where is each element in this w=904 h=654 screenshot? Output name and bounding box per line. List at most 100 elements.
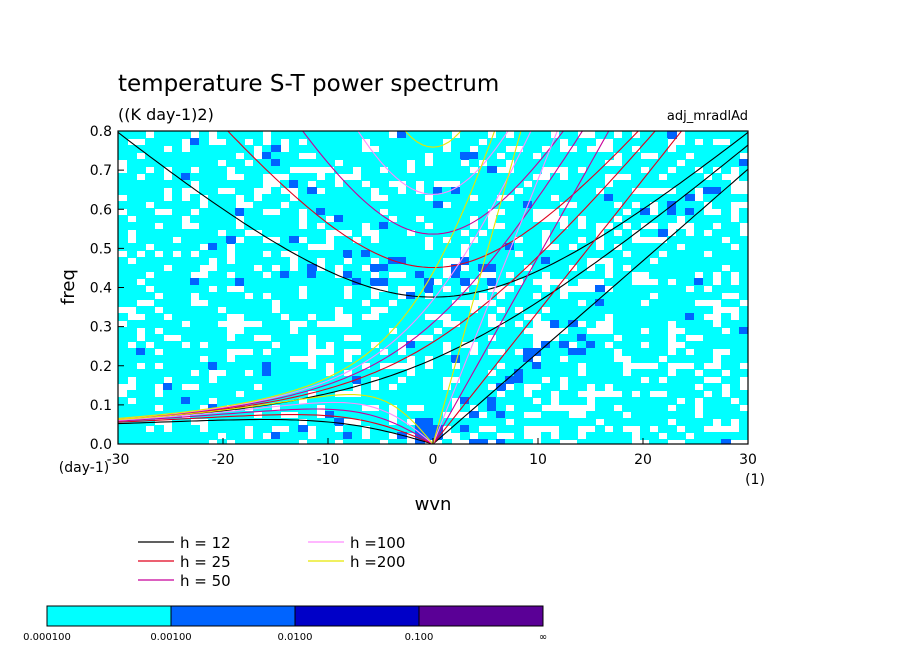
spectrum-cell: [541, 390, 551, 398]
spectrum-cell: [613, 257, 623, 265]
spectrum-cell: [613, 418, 623, 426]
spectrum-cell: [280, 348, 290, 356]
spectrum-cell: [478, 180, 488, 188]
spectrum-cell: [379, 138, 389, 146]
colorbar-label: 0.00100: [150, 632, 191, 643]
spectrum-cell: [217, 299, 227, 307]
spectrum-cell: [487, 355, 497, 363]
x-tick-label: 30: [739, 452, 757, 468]
spectrum-cell: [514, 334, 524, 342]
spectrum-cell: [703, 138, 713, 146]
spectrum-cell: [289, 439, 299, 444]
spectrum-cell: [532, 418, 542, 426]
spectrum-cell: [622, 243, 632, 251]
spectrum-cell: [496, 215, 506, 223]
spectrum-cell: [604, 299, 614, 307]
spectrum-cell: [514, 327, 524, 335]
spectrum-cell: [199, 362, 209, 370]
spectrum-cell: [298, 201, 308, 209]
spectrum-cell: [181, 306, 191, 314]
spectrum-cell: [163, 257, 173, 265]
spectrum-cell: [199, 432, 209, 440]
spectrum-cell: [190, 439, 200, 444]
spectrum-cell: [613, 369, 623, 377]
spectrum-cell: [370, 243, 380, 251]
spectrum-cell: [478, 201, 488, 209]
spectrum-cell: [298, 425, 308, 433]
spectrum-cell: [280, 327, 290, 335]
spectrum-cell: [514, 243, 524, 251]
spectrum-cell: [325, 201, 335, 209]
spectrum-cell: [379, 341, 389, 349]
spectrum-cell: [568, 397, 578, 405]
spectrum-cell: [613, 411, 623, 419]
spectrum-cell: [262, 327, 272, 335]
spectrum-cell: [127, 194, 137, 202]
spectrum-cell: [415, 236, 425, 244]
spectrum-cell: [667, 376, 677, 384]
run-label: adj_mradlAd: [667, 109, 748, 124]
spectrum-cell: [361, 152, 371, 160]
spectrum-cell: [595, 383, 605, 391]
spectrum-cell: [685, 166, 695, 174]
spectrum-cell: [496, 383, 506, 391]
spectrum-cell: [523, 131, 533, 139]
spectrum-cell: [460, 313, 470, 321]
spectrum-cell: [235, 397, 245, 405]
spectrum-cell: [433, 131, 443, 139]
spectrum-cell: [514, 166, 524, 174]
spectrum-cell: [316, 271, 326, 279]
spectrum-cell: [433, 173, 443, 181]
spectrum-cell: [334, 138, 344, 146]
spectrum-cell: [154, 243, 164, 251]
spectrum-cell: [136, 418, 146, 426]
spectrum-cell: [559, 250, 569, 258]
spectrum-cell: [496, 327, 506, 335]
spectrum-cell: [145, 236, 155, 244]
spectrum-cell: [676, 201, 686, 209]
spectrum-cell: [523, 250, 533, 258]
spectrum-cell: [649, 299, 659, 307]
spectrum-cell: [622, 278, 632, 286]
spectrum-cell: [361, 194, 371, 202]
spectrum-cell: [235, 278, 245, 286]
spectrum-cell: [271, 362, 281, 370]
spectrum-cell: [442, 369, 452, 377]
spectrum-cell: [163, 138, 173, 146]
spectrum-cell: [136, 257, 146, 265]
spectrum-cell: [595, 201, 605, 209]
spectrum-cell: [154, 341, 164, 349]
spectrum-cell: [163, 341, 173, 349]
spectrum-cell: [667, 250, 677, 258]
spectrum-cell: [622, 334, 632, 342]
spectrum-cell: [280, 383, 290, 391]
spectrum-cell: [244, 264, 254, 272]
spectrum-cell: [577, 376, 587, 384]
colorbar-swatch: [46, 605, 172, 627]
spectrum-cell: [505, 201, 515, 209]
spectrum-cell: [496, 411, 506, 419]
spectrum-cell: [271, 292, 281, 300]
spectrum-cell: [325, 194, 335, 202]
spectrum-cell: [244, 236, 254, 244]
spectrum-cell: [262, 285, 272, 293]
spectrum-cell: [631, 355, 641, 363]
spectrum-cell: [271, 131, 281, 139]
spectrum-cell: [370, 320, 380, 328]
spectrum-cell: [118, 180, 128, 188]
spectrum-cell: [487, 173, 497, 181]
spectrum-cell: [586, 208, 596, 216]
spectrum-cell: [199, 390, 209, 398]
spectrum-cell: [532, 222, 542, 230]
spectrum-cell: [145, 320, 155, 328]
spectrum-cell: [316, 180, 326, 188]
spectrum-cell: [487, 250, 497, 258]
spectrum-cell: [217, 236, 227, 244]
spectrum-cell: [289, 215, 299, 223]
spectrum-cell: [388, 390, 398, 398]
spectrum-cell: [478, 348, 488, 356]
spectrum-cell: [568, 376, 578, 384]
spectrum-cell: [541, 201, 551, 209]
spectrum-cell: [208, 271, 218, 279]
spectrum-cell: [658, 201, 668, 209]
